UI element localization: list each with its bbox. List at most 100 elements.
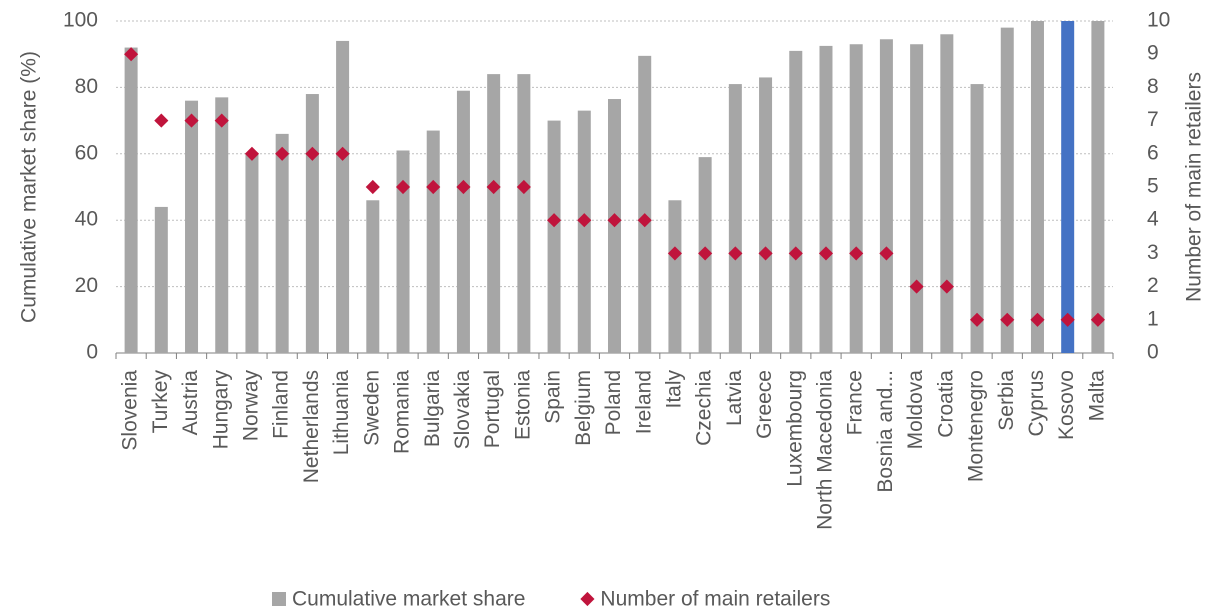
bar [638, 55, 652, 354]
y-axis-title: Cumulative market share (%) [18, 51, 41, 323]
bar [185, 100, 199, 354]
marker [1060, 312, 1075, 327]
bar [1030, 21, 1044, 353]
y2-tick-label: 4 [1147, 208, 1159, 231]
marker [577, 213, 592, 228]
y2-tick-label: 5 [1147, 175, 1159, 198]
x-tick-label: Cyprus [1025, 370, 1048, 437]
marker [486, 179, 501, 195]
marker [516, 179, 531, 195]
x-tick-label: Belgium [572, 370, 595, 446]
y2-tick-label: 10 [1147, 9, 1170, 32]
x-tick-label: Malta [1085, 370, 1108, 422]
marker [547, 213, 562, 228]
marker [1000, 312, 1015, 327]
y2-tick-label: 7 [1147, 108, 1159, 131]
x-tick-label: Czechia [693, 370, 716, 446]
bar [305, 94, 319, 353]
marker [969, 312, 985, 327]
marker [637, 213, 652, 228]
x-tick-label: Bulgaria [421, 370, 444, 447]
bar [789, 50, 803, 353]
x-tick-label: Netherlands [300, 370, 323, 483]
y-tick-label: 60 [75, 141, 98, 164]
bar [910, 44, 924, 354]
y2-tick-label: 3 [1147, 241, 1159, 264]
marker [788, 246, 803, 261]
x-tick-label: Finland [270, 370, 293, 439]
bar [517, 74, 531, 354]
bar [819, 45, 833, 354]
bar [426, 130, 440, 353]
x-tick-label: Romania [391, 370, 414, 454]
marker [154, 113, 169, 128]
x-tick-label: North Macedonia [814, 370, 837, 530]
marker [305, 146, 320, 161]
y2-tick-label: 2 [1147, 274, 1159, 297]
x-tick-label: Kosovo [1055, 370, 1078, 440]
legend-swatch [580, 591, 595, 607]
x-tick-label: Norway [240, 370, 263, 442]
x-tick-label: Montenegro [965, 370, 988, 482]
marker [607, 213, 622, 228]
bar [577, 110, 591, 353]
y2-tick-label: 8 [1147, 75, 1159, 98]
marker [909, 279, 924, 294]
bar [215, 97, 229, 353]
legend-swatch [272, 592, 286, 606]
x-tick-label: Ireland [632, 370, 655, 434]
bar [336, 40, 350, 354]
x-tick-label: Lithuania [330, 370, 353, 456]
y2-tick-label: 1 [1147, 307, 1159, 330]
bar [1091, 21, 1105, 353]
y-tick-label: 20 [75, 274, 98, 297]
y-tick-label: 80 [75, 75, 98, 98]
x-tick-label: Spain [542, 370, 565, 424]
bar [124, 47, 138, 354]
marker [939, 279, 954, 294]
x-tick-label: Poland [602, 370, 625, 435]
y2-tick-label: 9 [1147, 42, 1159, 65]
bar [456, 90, 470, 353]
bar [1061, 21, 1075, 353]
marker [818, 246, 834, 261]
bar [245, 153, 259, 353]
x-tick-label: Serbia [995, 370, 1018, 431]
bar [547, 120, 561, 353]
marker [395, 179, 411, 195]
bar [1000, 27, 1014, 353]
marker [456, 179, 471, 195]
marker [879, 246, 894, 261]
marker [667, 246, 682, 261]
x-tick-label: Italy [662, 370, 685, 409]
marker [1030, 312, 1045, 327]
y2-tick-label: 0 [1147, 341, 1159, 364]
x-tick-label: Hungary [209, 370, 232, 450]
bar [849, 44, 863, 354]
x-tick-label: Slovenia [119, 370, 142, 451]
marker [1090, 312, 1105, 327]
bar [879, 39, 893, 353]
bar [668, 200, 682, 353]
x-tick-label: Luxembourg [783, 370, 806, 487]
y-tick-label: 100 [63, 9, 98, 32]
x-tick-label: Sweden [360, 370, 383, 446]
legend-label: Number of main retailers [600, 588, 830, 611]
x-tick-label: Portugal [481, 370, 504, 448]
x-tick-label: Austria [179, 370, 202, 436]
legend-label: Cumulative market share [292, 588, 525, 611]
bar [154, 206, 168, 353]
x-tick-label: Moldova [904, 370, 927, 450]
x-tick-label: Croatia [934, 370, 957, 438]
x-tick-label: Greece [753, 370, 776, 439]
x-tick-label: Estonia [511, 370, 534, 440]
x-tick-label: Turkey [149, 370, 172, 434]
marker [275, 146, 290, 161]
bar [970, 84, 984, 353]
marker [365, 179, 380, 195]
bar [487, 74, 501, 354]
bar [366, 200, 380, 353]
marker [849, 246, 864, 261]
bar [396, 150, 410, 353]
